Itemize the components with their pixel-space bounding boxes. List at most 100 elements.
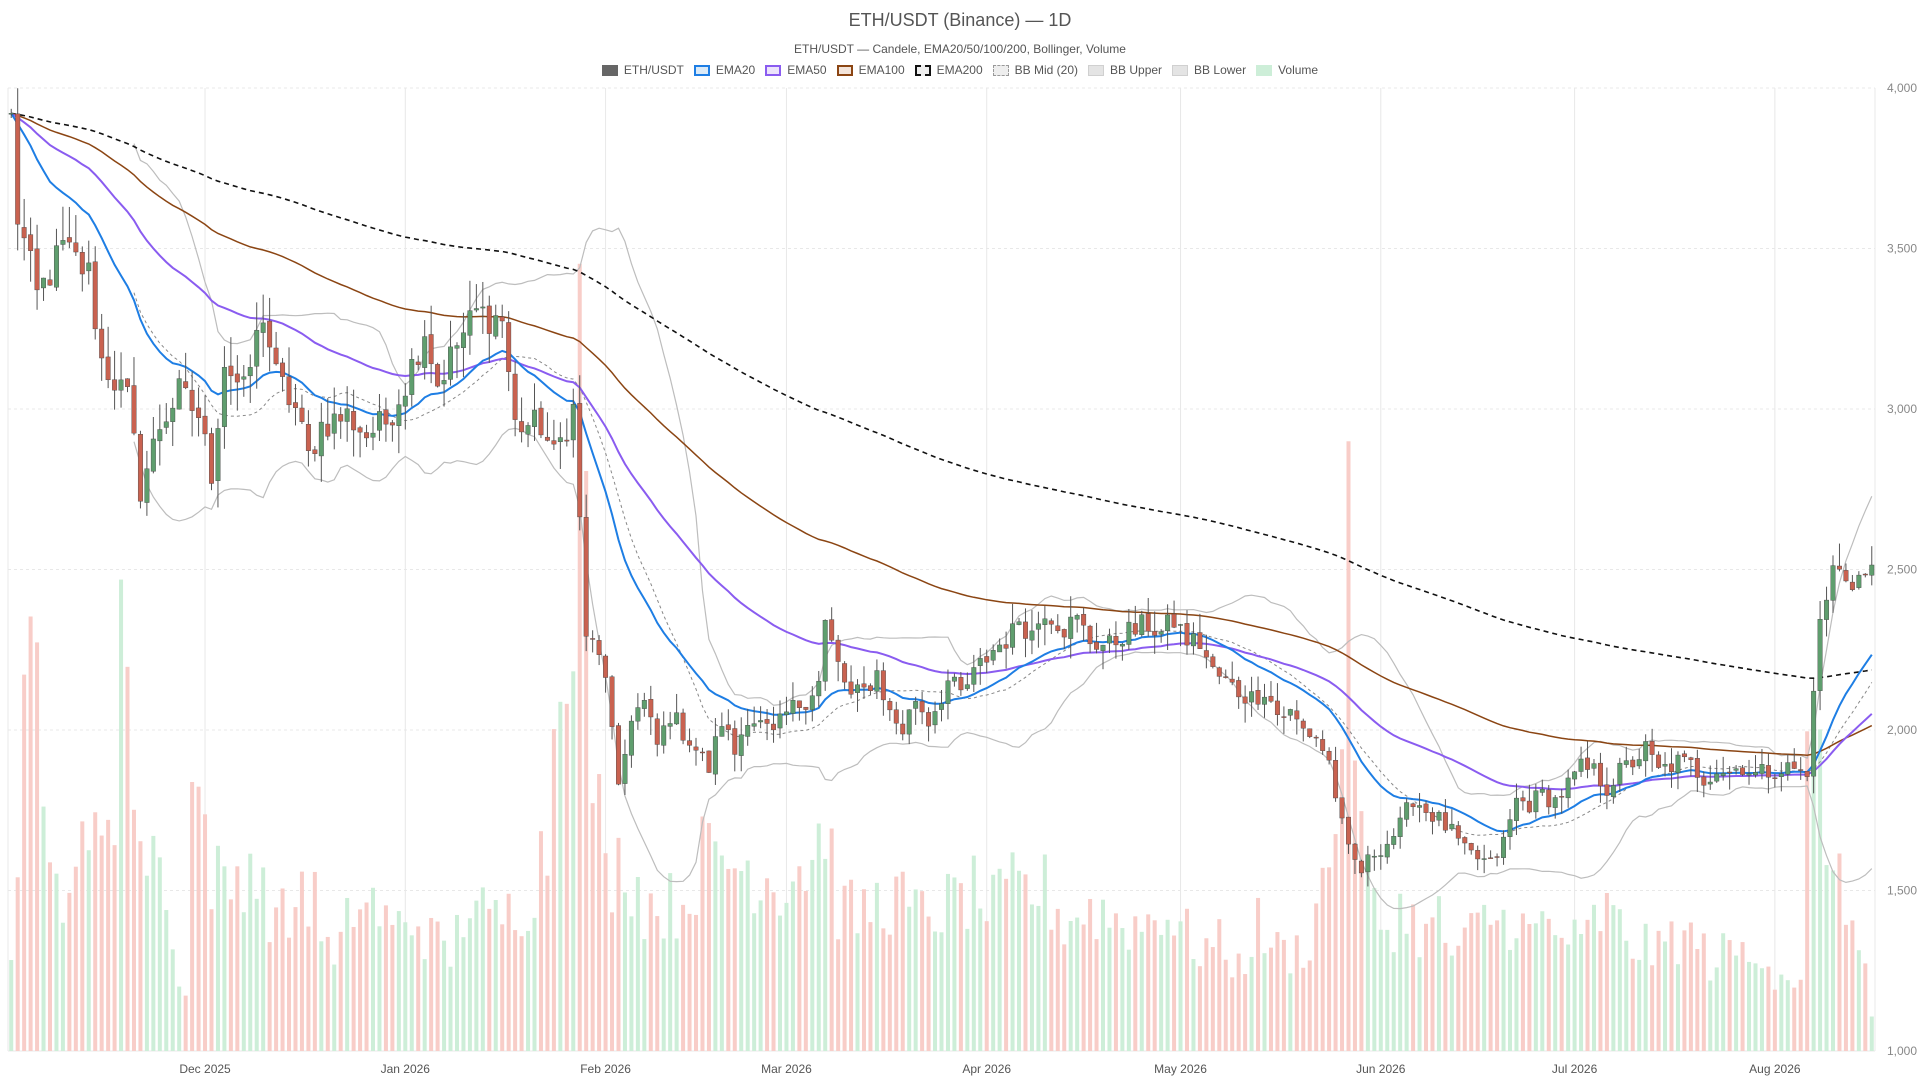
volume-bar [1579, 934, 1584, 1051]
volume-bar [978, 908, 983, 1051]
candle-body [1010, 623, 1016, 648]
legend-item-ema200[interactable]: EMA200 [914, 63, 983, 77]
legend-label-bbup: BB Upper [1110, 63, 1163, 77]
candle [1126, 608, 1132, 650]
volume-bar [622, 892, 627, 1051]
volume-bar [1488, 924, 1493, 1051]
candle [945, 669, 951, 720]
volume-bar [577, 263, 582, 1051]
candle-body [1649, 740, 1655, 755]
candle-body [1468, 843, 1474, 851]
candle [1869, 546, 1875, 586]
candle-body [777, 713, 783, 729]
volume-bar [1837, 853, 1842, 1051]
volume-bar [1436, 896, 1441, 1051]
volume-bar [1591, 904, 1596, 1051]
candle [486, 295, 492, 363]
volume-bar [403, 922, 408, 1051]
volume-bar [958, 883, 963, 1051]
candle-body [370, 432, 376, 438]
candle [1397, 806, 1403, 849]
volume-bar [642, 939, 647, 1051]
candle [150, 416, 156, 474]
y-tick-label: 3,000 [1887, 402, 1917, 416]
candle [1274, 683, 1280, 726]
x-tick-label: Jul 2026 [1552, 1062, 1598, 1076]
volume-bar [1411, 904, 1416, 1051]
candle-body [228, 365, 234, 377]
candle [1643, 734, 1649, 777]
candle-body [538, 407, 544, 436]
volume-bar [157, 857, 162, 1051]
volume-bar [991, 874, 996, 1051]
candle-body [1740, 767, 1746, 775]
candle [790, 682, 796, 722]
volume-bar [881, 928, 886, 1051]
volume-bar [248, 853, 253, 1051]
volume-bar [571, 671, 576, 1051]
legend-item-ema100[interactable]: EMA100 [836, 63, 905, 77]
volume-bar [1443, 942, 1448, 1051]
volume-bar [1643, 923, 1648, 1051]
candle [1042, 606, 1048, 646]
candle [105, 326, 111, 389]
candle [1287, 708, 1293, 721]
volume-bar [1417, 957, 1422, 1051]
candle-body [267, 320, 273, 348]
volume-bar [1456, 945, 1461, 1051]
volume-bar [771, 892, 776, 1051]
candle-body [1152, 631, 1158, 636]
candle [590, 630, 596, 653]
volume-bar [1630, 958, 1635, 1051]
candle-body [312, 449, 318, 454]
legend-swatch-ema20 [693, 64, 710, 76]
legend-item-ema20[interactable]: EMA20 [693, 63, 755, 77]
volume-bar [383, 905, 388, 1051]
candle-body [1119, 643, 1125, 647]
candle [1610, 778, 1616, 804]
candle-body [1178, 624, 1183, 626]
candle-body [53, 245, 59, 288]
candle-body [435, 364, 441, 387]
legend-item-bbmid[interactable]: BB Mid (20) [992, 63, 1078, 77]
legend-item-volume[interactable]: Volume [1256, 63, 1318, 77]
candle-body [687, 740, 693, 746]
volume-bar [1262, 953, 1267, 1051]
candle-body [402, 395, 408, 407]
candle-body [21, 227, 27, 239]
candle [1184, 610, 1190, 655]
legend-label-ema100: EMA100 [858, 63, 905, 77]
candle-body [1449, 823, 1455, 830]
volume-bar [1811, 698, 1816, 1051]
candle [1811, 679, 1817, 794]
candle-body [674, 712, 680, 725]
candle-body [822, 620, 828, 682]
candle-body [551, 440, 557, 445]
legend-item-bblow[interactable]: BB Lower [1172, 63, 1246, 77]
volume-bar [1256, 897, 1261, 1051]
candle-body [719, 726, 725, 737]
candle [60, 206, 66, 251]
candle-body [1242, 696, 1248, 704]
legend-item-candles[interactable]: ETH/USDT [601, 63, 684, 77]
candle [1281, 706, 1287, 734]
legend-item-ema50[interactable]: EMA50 [765, 63, 827, 77]
candle [1074, 613, 1080, 633]
candle-body [557, 437, 563, 443]
candle-body [1436, 811, 1442, 821]
volume-bar [196, 786, 201, 1051]
candle [1746, 759, 1752, 785]
volume-bar [1320, 867, 1325, 1051]
volume-bar [1152, 920, 1157, 1051]
candle-body [603, 655, 609, 678]
candle [1798, 757, 1804, 780]
candle-body [150, 438, 156, 472]
volume-bar [603, 853, 608, 1051]
candle [654, 713, 660, 757]
candle [1468, 842, 1474, 855]
candle [1740, 765, 1746, 777]
legend-item-bbup[interactable]: BB Upper [1088, 63, 1162, 77]
candle-body [1559, 796, 1565, 798]
candle-body [260, 322, 266, 333]
